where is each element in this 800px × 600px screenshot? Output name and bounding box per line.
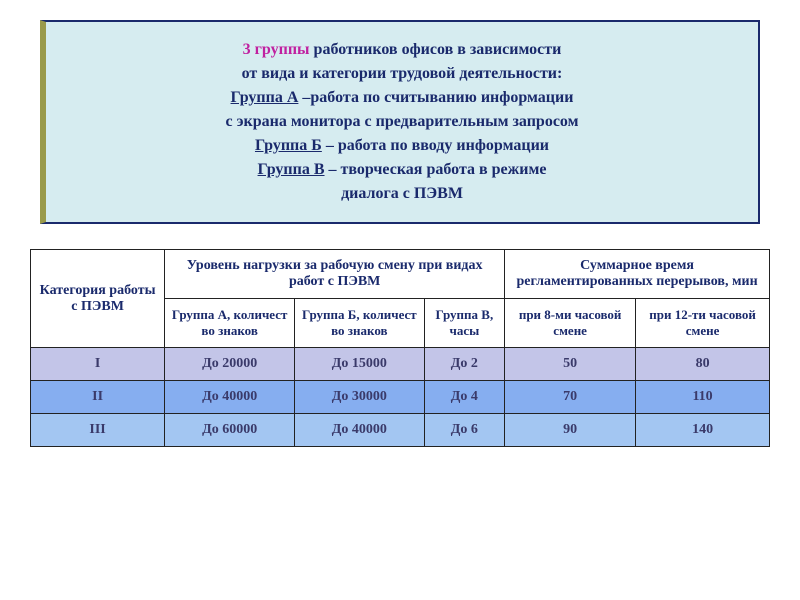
table-row: I До 20000 До 15000 До 2 50 80: [31, 348, 770, 381]
group-b-text: – работа по вводу информации: [322, 137, 549, 154]
cell-8h: 90: [505, 414, 636, 447]
cell-b: До 15000: [295, 348, 425, 381]
groups-count: 3 группы: [243, 41, 310, 58]
info-line7: диалога с ПЭВМ: [341, 185, 463, 202]
table-row: II До 40000 До 30000 До 4 70 110: [31, 381, 770, 414]
cell-a: До 40000: [165, 381, 295, 414]
col-12h: при 12-ти часовой смене: [636, 299, 770, 348]
cell-cat: II: [31, 381, 165, 414]
group-a-label: Группа А: [231, 89, 299, 106]
col-breaks: Суммарное время регламентированных перер…: [505, 250, 770, 299]
header-row-1: Категория работы с ПЭВМ Уровень нагрузки…: [31, 250, 770, 299]
cell-a: До 60000: [165, 414, 295, 447]
cell-8h: 50: [505, 348, 636, 381]
group-v-label: Группа В: [258, 161, 325, 178]
table-row: III До 60000 До 40000 До 6 90 140: [31, 414, 770, 447]
cell-cat: I: [31, 348, 165, 381]
workload-table: Категория работы с ПЭВМ Уровень нагрузки…: [30, 249, 770, 447]
group-b-label: Группа Б: [255, 137, 322, 154]
col-8h: при 8-ми часовой смене: [505, 299, 636, 348]
info-line2: от вида и категории трудовой деятельност…: [242, 65, 563, 82]
cell-12h: 80: [636, 348, 770, 381]
cell-a: До 20000: [165, 348, 295, 381]
col-group-b: Группа Б, количест во знаков: [295, 299, 425, 348]
info-box: 3 группы работников офисов в зависимости…: [40, 20, 760, 224]
cell-8h: 70: [505, 381, 636, 414]
cell-b: До 30000: [295, 381, 425, 414]
col-category: Категория работы с ПЭВМ: [31, 250, 165, 348]
group-v-text: – творческая работа в режиме: [325, 161, 547, 178]
cell-v: До 2: [424, 348, 505, 381]
cell-cat: III: [31, 414, 165, 447]
info-line1b: работников офисов в зависимости: [310, 41, 562, 58]
cell-12h: 140: [636, 414, 770, 447]
cell-12h: 110: [636, 381, 770, 414]
col-load: Уровень нагрузки за рабочую смену при ви…: [165, 250, 505, 299]
info-line4: с экрана монитора с предварительным запр…: [225, 113, 578, 130]
col-group-v: Группа В, часы: [424, 299, 505, 348]
cell-b: До 40000: [295, 414, 425, 447]
group-a-text: –работа по считыванию информации: [298, 89, 573, 106]
cell-v: До 6: [424, 414, 505, 447]
col-group-a: Группа А, количест во знаков: [165, 299, 295, 348]
cell-v: До 4: [424, 381, 505, 414]
